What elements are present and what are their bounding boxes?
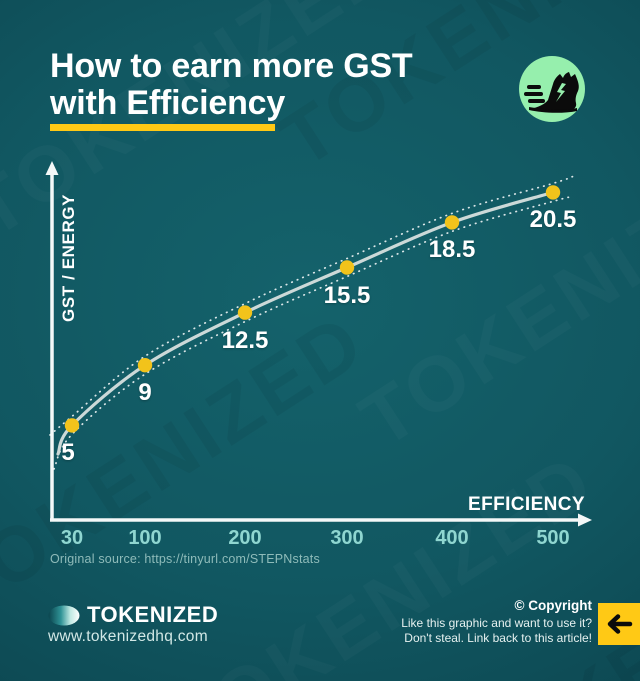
title-line-2: with Efficiency	[50, 84, 286, 122]
point-label-20-5: 20.5	[529, 206, 577, 234]
page-title: How to earn more GST with Efficiency	[50, 48, 413, 122]
copyright-block: © Copyright Like this graphic and want t…	[401, 598, 592, 645]
copyright-line-1: Like this graphic and want to use it?	[401, 616, 592, 630]
stepn-sneaker-icon	[519, 56, 585, 122]
point-label-9: 9	[138, 379, 152, 407]
brand-name: TOKENIZED	[87, 602, 219, 627]
x-tick-400: 400	[435, 527, 469, 549]
title-underline	[50, 124, 275, 131]
line-series	[49, 175, 575, 470]
website-url: www.tokenizedhq.com	[48, 628, 208, 645]
x-tick-200: 200	[228, 527, 262, 549]
left-arrow-icon	[607, 614, 633, 634]
data-points	[64, 185, 561, 433]
brand-logo: TOKENIZED	[48, 602, 218, 628]
y-axis-label: GST / ENERGY	[59, 193, 78, 322]
x-tick-100: 100	[128, 527, 162, 549]
point-label-12-5: 12.5	[221, 326, 269, 354]
x-axis-arrow-icon	[578, 513, 592, 527]
back-arrow-box	[598, 603, 640, 645]
source-note: Original source: https://tinyurl.com/STE…	[50, 552, 320, 566]
x-tick-500: 500	[536, 527, 570, 549]
x-tick-300: 300	[330, 527, 364, 549]
tokenized-pill-icon	[48, 605, 80, 625]
point-label-5: 5	[61, 439, 75, 467]
point-label-15-5: 15.5	[323, 281, 371, 309]
x-axis-label: EFFICIENCY	[468, 494, 585, 515]
copyright-title: © Copyright	[514, 598, 592, 613]
y-axis-arrow-icon	[45, 161, 59, 175]
point-label-18-5: 18.5	[428, 236, 476, 264]
copyright-line-2: Don't steal. Link back to this article!	[404, 630, 592, 645]
title-line-1: How to earn more GST	[50, 47, 413, 85]
x-tick-30: 30	[60, 527, 84, 549]
